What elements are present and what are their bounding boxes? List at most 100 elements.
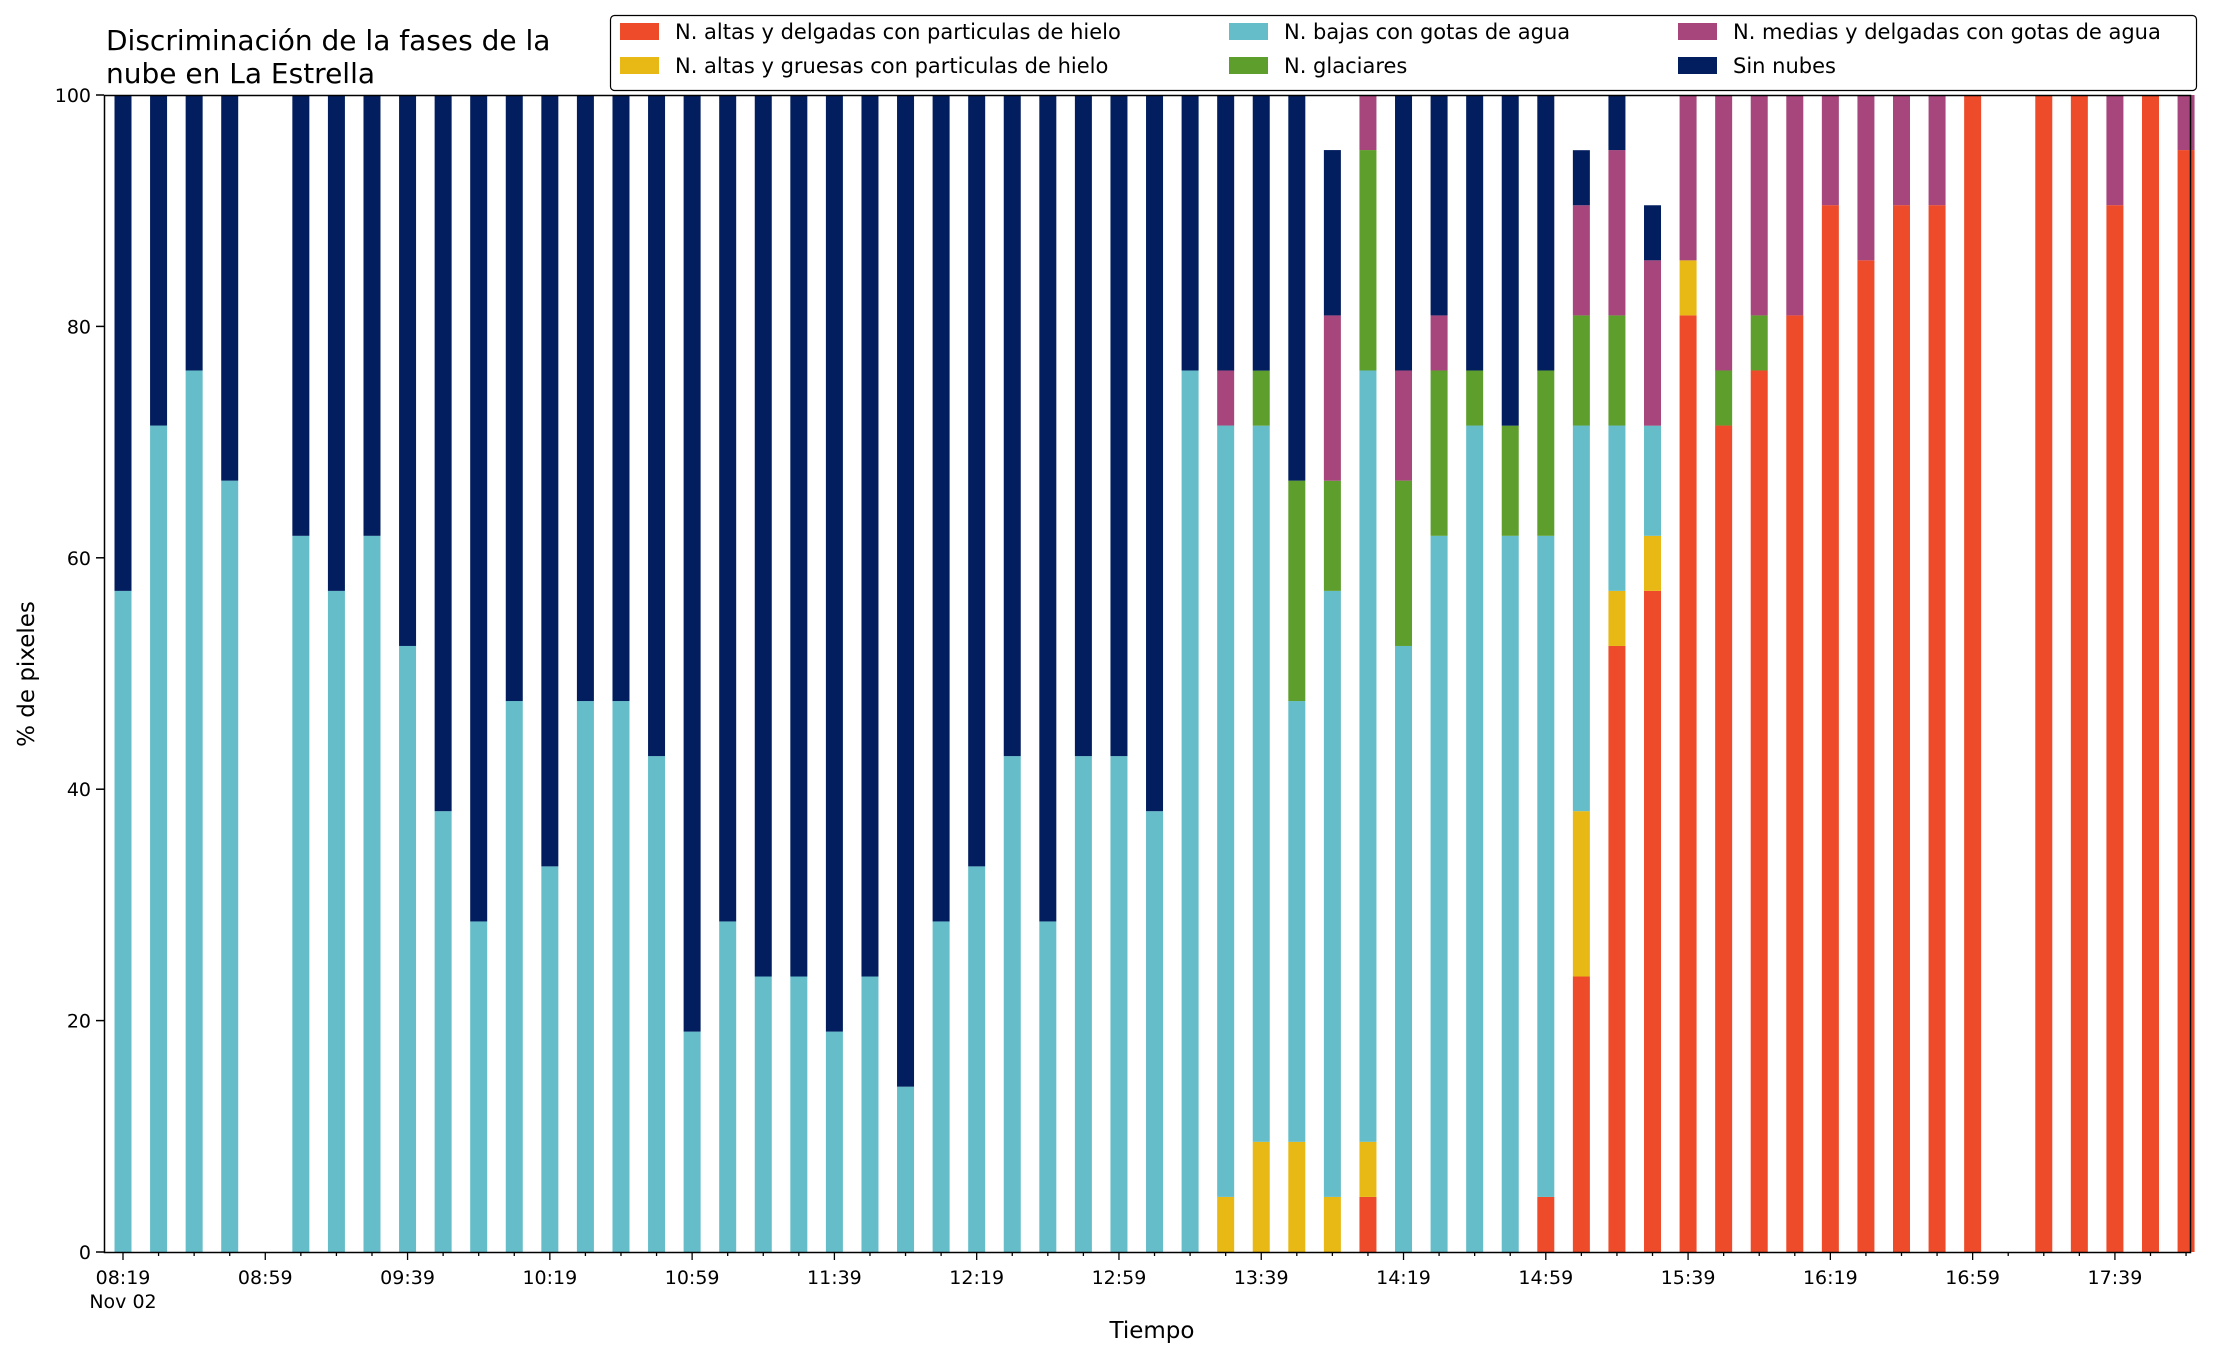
legend-label-1: N. altas y gruesas con particulas de hie… xyxy=(675,54,1108,78)
bar-segment-31-series-2 xyxy=(1217,425,1235,1197)
bar-segment-2-series-2 xyxy=(185,370,203,1253)
bar-segment-10-series-5 xyxy=(470,95,488,922)
x-tick-label-1: 08:59 xyxy=(238,1267,293,1289)
y-tick-label-4: 80 xyxy=(67,316,91,338)
bar-segment-39-series-5 xyxy=(1501,95,1519,426)
bar-segment-7-series-2 xyxy=(363,535,381,1252)
bar-segment-56-series-0 xyxy=(2106,205,2124,1252)
bar-segment-41-series-1 xyxy=(1572,811,1590,977)
bar-segment-28-series-2 xyxy=(1110,756,1128,1252)
bar-segment-35-series-0 xyxy=(1359,1196,1377,1252)
legend-label-3: N. glaciares xyxy=(1284,54,1407,78)
y-tick-label-0: 0 xyxy=(79,1242,91,1264)
bar-segment-37-series-4 xyxy=(1430,315,1448,371)
bar-segment-11-series-5 xyxy=(505,95,523,702)
bar-segment-28-series-5 xyxy=(1110,95,1128,757)
bar-segment-31-series-1 xyxy=(1217,1196,1235,1252)
bar-segment-45-series-3 xyxy=(1715,370,1733,426)
bar-segment-38-series-3 xyxy=(1466,370,1484,426)
bar-segment-36-series-2 xyxy=(1395,645,1413,1252)
bar-segment-44-series-4 xyxy=(1679,95,1697,261)
bar-segment-43-series-2 xyxy=(1644,425,1662,536)
bar-segment-45-series-0 xyxy=(1715,425,1733,1252)
legend-label-0: N. altas y delgadas con particulas de hi… xyxy=(675,20,1121,44)
bar-segment-1-series-2 xyxy=(150,425,168,1252)
bar-segment-30-series-5 xyxy=(1181,95,1199,371)
bar-segment-25-series-2 xyxy=(1003,756,1021,1252)
bar-segment-1-series-5 xyxy=(150,95,168,426)
bar-segment-35-series-1 xyxy=(1359,1141,1377,1197)
bar-segment-42-series-2 xyxy=(1608,425,1626,591)
x-tick-label-6: 12:19 xyxy=(949,1267,1004,1289)
bar-segment-34-series-4 xyxy=(1323,315,1341,481)
bar-segment-40-series-0 xyxy=(1537,1196,1555,1252)
bar-segment-34-series-1 xyxy=(1323,1196,1341,1252)
bar-segment-32-series-3 xyxy=(1252,370,1270,426)
bar-segment-32-series-5 xyxy=(1252,95,1270,371)
bar-segment-30-series-2 xyxy=(1181,370,1199,1253)
y-tick-label-5: 100 xyxy=(55,85,91,107)
bar-segment-34-series-5 xyxy=(1323,150,1341,316)
bar-segment-5-series-2 xyxy=(292,535,310,1252)
bar-segment-38-series-5 xyxy=(1466,95,1484,371)
bar-segment-13-series-2 xyxy=(576,701,594,1252)
bar-segment-43-series-1 xyxy=(1644,535,1662,591)
bar-segment-40-series-2 xyxy=(1537,535,1555,1197)
bar-segment-12-series-5 xyxy=(541,95,559,867)
bar-segment-21-series-5 xyxy=(861,95,879,977)
bar-segment-44-series-0 xyxy=(1679,315,1697,1252)
bar-segment-33-series-2 xyxy=(1288,701,1306,1142)
bar-segment-35-series-2 xyxy=(1359,370,1377,1142)
bar-segment-13-series-5 xyxy=(576,95,594,702)
bar-segment-55-series-0 xyxy=(2070,95,2088,1252)
bar-segment-16-series-2 xyxy=(683,1031,701,1252)
bar-segment-23-series-5 xyxy=(932,95,950,922)
bar-segment-47-series-0 xyxy=(1786,315,1804,1252)
x-tick-label-14: 17:39 xyxy=(2088,1267,2143,1289)
x-tick-label-0: 08:19 xyxy=(96,1267,151,1289)
bar-segment-42-series-1 xyxy=(1608,590,1626,646)
bar-segment-11-series-2 xyxy=(505,701,523,1252)
bar-segment-47-series-4 xyxy=(1786,95,1804,316)
bar-segment-36-series-5 xyxy=(1395,95,1413,371)
bar-segment-43-series-0 xyxy=(1644,590,1662,1252)
bar-segment-12-series-2 xyxy=(541,866,559,1252)
x-tick-label-5: 11:39 xyxy=(807,1267,862,1289)
legend: N. altas y delgadas con particulas de hi… xyxy=(609,14,2198,92)
bar-segment-21-series-2 xyxy=(861,976,879,1252)
bar-segment-33-series-1 xyxy=(1288,1141,1306,1252)
bar-segment-14-series-5 xyxy=(612,95,630,702)
bar-segment-27-series-5 xyxy=(1074,95,1092,757)
x-tick-label-11: 15:39 xyxy=(1661,1267,1716,1289)
x-tick-label-10: 14:59 xyxy=(1518,1267,1573,1289)
bar-segment-35-series-3 xyxy=(1359,150,1377,371)
bar-segment-20-series-2 xyxy=(825,1031,843,1252)
legend-swatch-2 xyxy=(1229,23,1268,40)
bar-segment-19-series-5 xyxy=(790,95,808,977)
bar-segment-7-series-5 xyxy=(363,95,381,536)
y-axis-label: % de pixeles xyxy=(14,601,40,747)
bar-segment-9-series-5 xyxy=(434,95,452,812)
bar-segment-40-series-5 xyxy=(1537,95,1555,371)
bar-segment-33-series-5 xyxy=(1288,95,1306,481)
legend-swatch-3 xyxy=(1229,57,1268,74)
bar-segment-42-series-0 xyxy=(1608,645,1626,1252)
x-axis-label: Tiempo xyxy=(1109,1318,1195,1344)
x-tick-label-2: 09:39 xyxy=(380,1267,435,1289)
bar-segment-31-series-4 xyxy=(1217,370,1235,426)
bar-segment-37-series-3 xyxy=(1430,370,1448,536)
bar-segment-37-series-2 xyxy=(1430,535,1448,1252)
bar-segment-0-series-2 xyxy=(114,590,132,1252)
bar-segment-50-series-0 xyxy=(1893,205,1910,1252)
bar-segment-24-series-2 xyxy=(968,866,986,1252)
bar-segment-51-series-0 xyxy=(1928,205,1946,1252)
bar-segment-5-series-5 xyxy=(292,95,310,536)
bar-segment-8-series-2 xyxy=(399,645,417,1252)
legend-swatch-4 xyxy=(1678,23,1717,40)
bar-segment-52-series-0 xyxy=(1964,95,1982,1252)
bar-segment-34-series-3 xyxy=(1323,480,1341,591)
bar-segment-42-series-3 xyxy=(1608,315,1626,426)
bar-segment-48-series-4 xyxy=(1821,95,1839,206)
bar-segment-41-series-0 xyxy=(1572,976,1590,1252)
